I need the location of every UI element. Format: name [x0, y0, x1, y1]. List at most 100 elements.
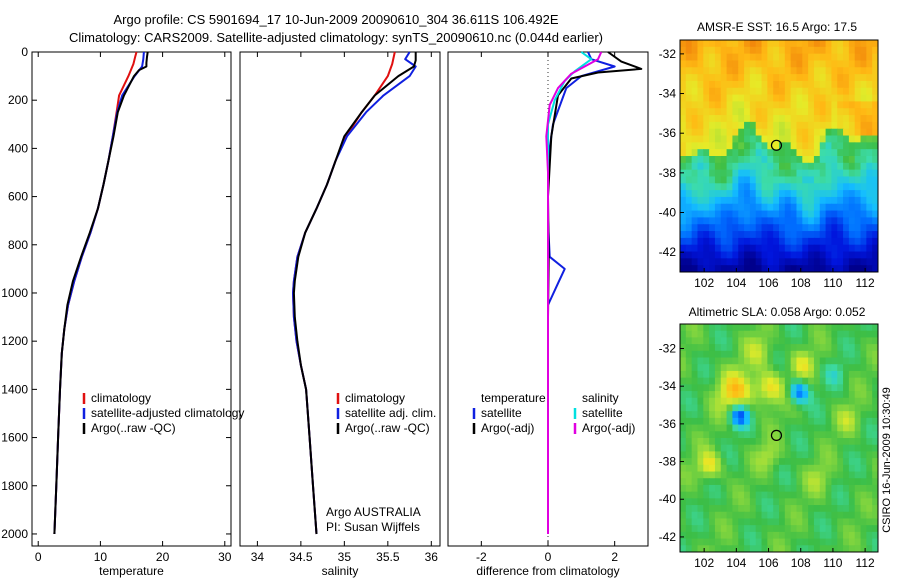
sla_map-cell [860, 531, 867, 540]
sst_map-cell [749, 224, 757, 232]
sst_map-cell [848, 87, 856, 96]
sla_map-cell [872, 397, 878, 406]
sst_map-cell [854, 265, 862, 272]
sst_map-cell [697, 183, 704, 191]
sst_map-cell [802, 176, 809, 184]
sst_map-cell [854, 87, 862, 96]
sla_map-cell [813, 464, 821, 473]
sla_map-cell [819, 357, 827, 365]
sla_map-cell [866, 391, 873, 399]
sla_map-cell [685, 505, 693, 513]
sst_map-cell [872, 67, 878, 75]
sst_map-cell [831, 80, 838, 89]
sla_map-cell [709, 438, 716, 446]
sst_map-cell [813, 53, 821, 62]
sst_map-cell [779, 94, 786, 103]
sla_map-cell [761, 451, 768, 459]
sst_map-cell [837, 258, 844, 266]
sst_map-cell [813, 149, 821, 157]
sst_map-cell [714, 87, 722, 96]
sst_map-cell [779, 203, 786, 212]
sla_map-cell [866, 370, 873, 379]
sla_map-cell [843, 397, 850, 406]
sla_map-cell [755, 350, 763, 359]
sla_map-cell [720, 424, 728, 432]
sla_map-cell [773, 491, 780, 499]
salinity-axes-frame [239, 51, 441, 547]
sst_map-cell [685, 108, 693, 116]
sst_map-cell [738, 149, 745, 157]
temperature-ytick-label: 1800 [1, 479, 28, 493]
temperature-ytick-label: 1200 [1, 334, 28, 348]
sla_map-cell [872, 370, 878, 379]
sst_map-cell [761, 108, 768, 116]
sla_map-cell [714, 471, 722, 479]
sla_map-cell [767, 397, 774, 406]
sst_map-cell [714, 169, 722, 178]
sla_map-cell [790, 478, 798, 486]
sla_map-cell [854, 411, 862, 419]
sst_map-cell [732, 244, 739, 253]
sst_map-cell [779, 46, 786, 55]
sla_map-cell [808, 384, 815, 392]
sla_map-cell [866, 377, 873, 385]
temperature-ytick-label: 1600 [1, 431, 28, 445]
sla_map-cell [808, 444, 815, 453]
sla_map-cell [773, 364, 780, 372]
sst_map-cell [837, 156, 844, 164]
sla_map-cell [738, 531, 745, 540]
sla_map-cell [773, 478, 780, 486]
sla_map-cell [843, 431, 850, 439]
sst_map-cell [837, 115, 844, 123]
sst_map-xtick-label: 112 [856, 276, 875, 290]
sst_map-cell [755, 258, 763, 266]
sst_map-cell [802, 210, 809, 219]
sla_map-cell [680, 511, 687, 520]
sst_map-cell [813, 67, 821, 75]
sla_map-cell [843, 424, 850, 432]
sst_map-cell [813, 237, 821, 246]
sla_map-cell [784, 531, 792, 540]
sst_map-cell [709, 80, 716, 89]
sla_map-cell [749, 431, 757, 439]
sst_map-cell [784, 210, 792, 219]
sst_map-cell [703, 121, 710, 130]
sst_map-cell [738, 265, 745, 272]
sla_map-cell [749, 350, 757, 359]
sst_map-cell [790, 231, 798, 239]
sla_map-cell [761, 464, 768, 473]
sst_map-cell [685, 94, 693, 103]
sst_map-cell [831, 67, 838, 75]
sst_map-cell [825, 265, 833, 272]
sst_map-cell [796, 94, 803, 103]
difference-xtick-label: 0 [545, 550, 552, 564]
sst_map-cell [843, 217, 850, 225]
sla_map-cell [709, 370, 716, 379]
sla_map-cell [848, 344, 856, 352]
sla_map-cell [843, 364, 850, 372]
sla_map-cell [703, 411, 710, 419]
sst_map-cell [860, 135, 867, 143]
sst_map-cell [703, 162, 710, 171]
sla_map-cell [831, 478, 838, 486]
sst_map-cell [831, 203, 838, 212]
sst_map-xtick-label: 104 [726, 276, 746, 290]
sst_map-cell [755, 87, 763, 96]
sst_map-cell [848, 53, 856, 62]
sst_map-cell [703, 244, 710, 253]
sla_map-cell [784, 337, 792, 345]
sst_map-cell [860, 74, 867, 82]
sst_map-cell [848, 169, 856, 178]
sla_map-cell [709, 458, 716, 466]
sst_map-cell [825, 40, 833, 48]
sst_map-cell [790, 87, 798, 96]
sla_map-cell [872, 411, 878, 419]
sst_map-cell [749, 183, 757, 191]
sst_map-cell [866, 156, 873, 164]
sla_map-cell [860, 478, 867, 486]
sst_map-cell [837, 108, 844, 116]
sst_map-cell [779, 128, 786, 137]
temperature-xtick-label: 20 [156, 550, 170, 564]
sla_map-cell [732, 357, 739, 365]
sst_map-cell [767, 87, 774, 96]
